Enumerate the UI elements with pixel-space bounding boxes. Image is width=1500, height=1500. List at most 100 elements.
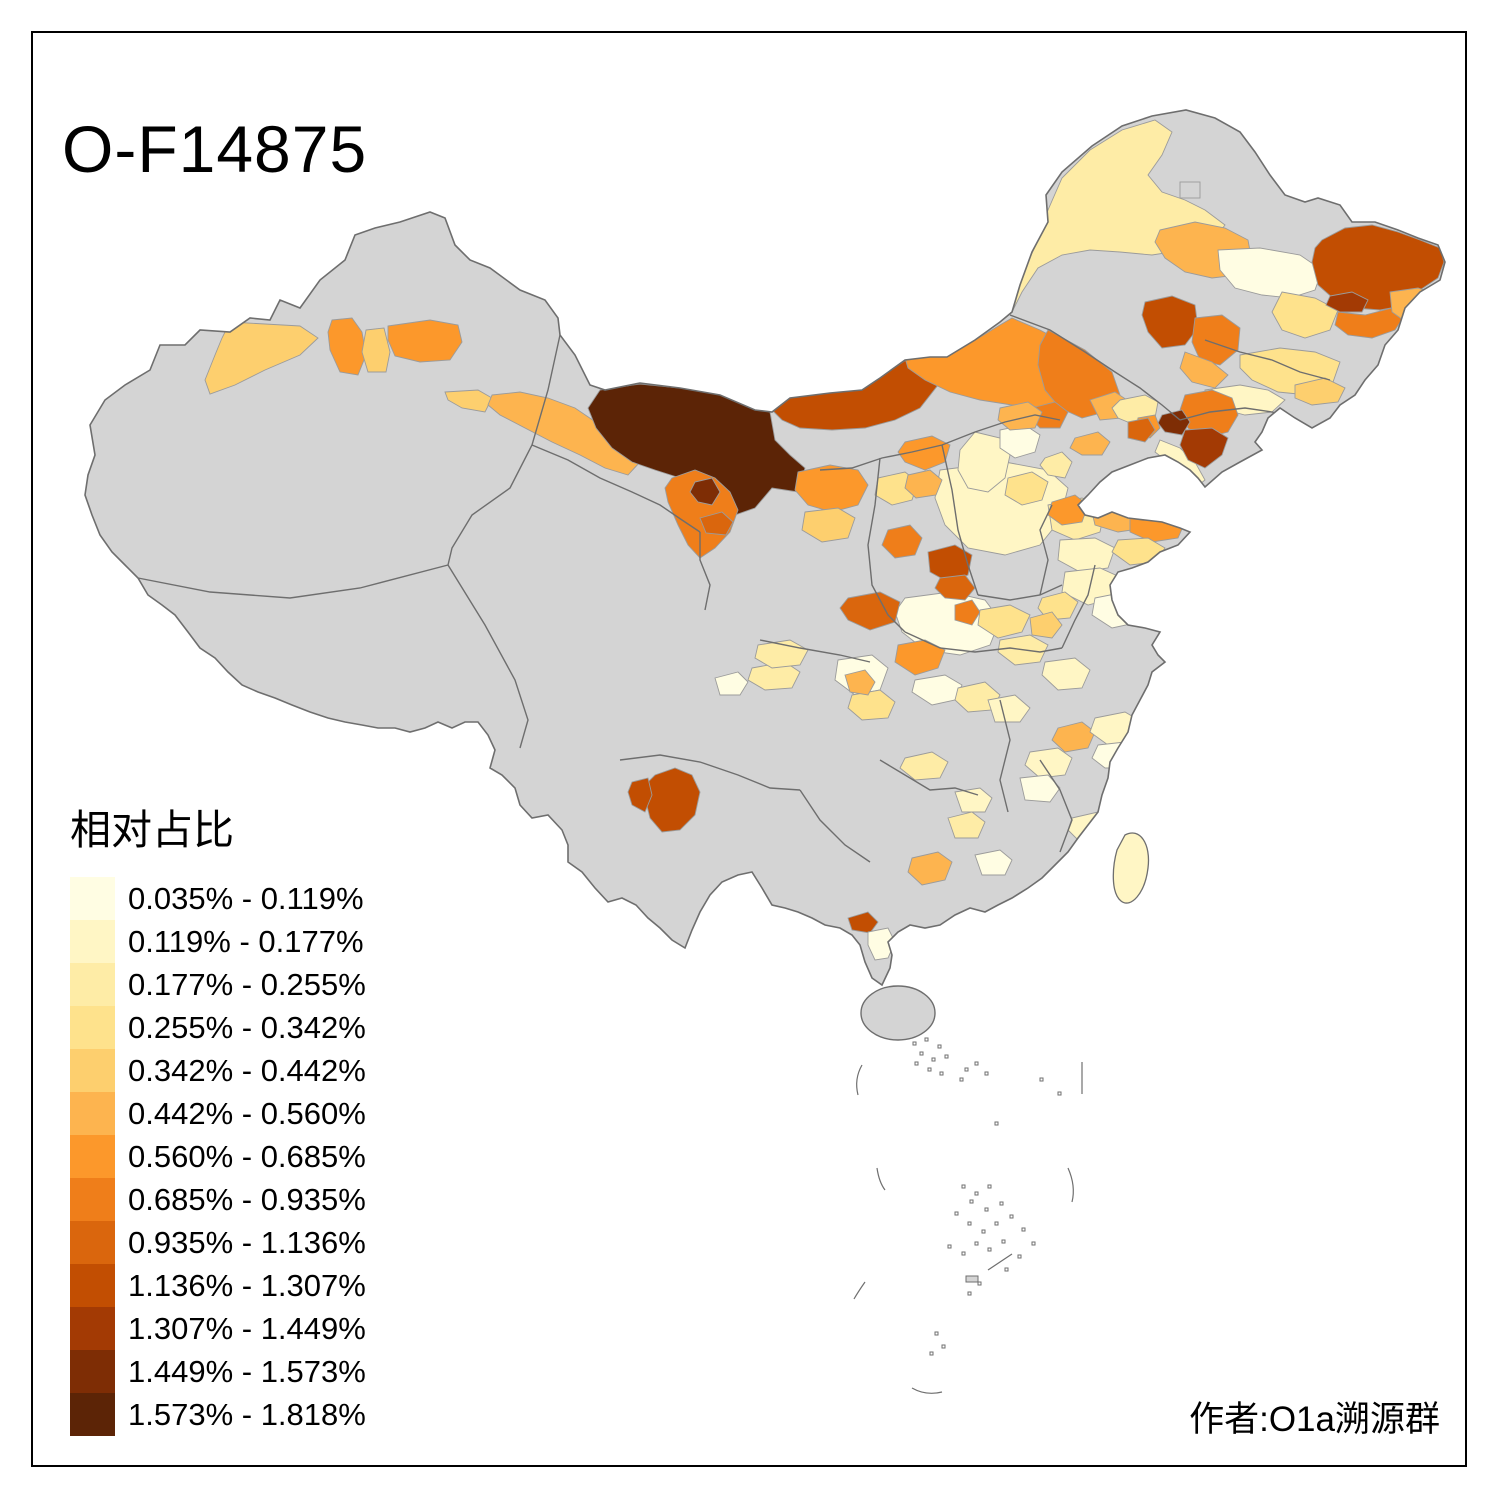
prefecture-region	[1041, 657, 1091, 691]
island-mark	[984, 1071, 989, 1076]
prefecture-region	[689, 477, 721, 506]
prefecture-region	[1069, 431, 1111, 456]
legend-label: 1.136% - 1.307%	[128, 1267, 366, 1303]
legend-swatch	[70, 920, 115, 964]
island-mark	[967, 1291, 972, 1296]
legend-item: 0.442% - 0.560%	[70, 1092, 366, 1136]
attribution-text: 作者:O1a溯源群	[1189, 1400, 1440, 1439]
prefecture-region	[954, 599, 981, 626]
prefecture-region	[897, 435, 951, 471]
province-border-line	[1039, 759, 1073, 853]
hainan-island	[860, 985, 936, 1041]
island-mark	[1057, 1091, 1062, 1096]
legend-label: 0.177% - 0.255%	[128, 966, 366, 1002]
legend-item: 0.119% - 0.177%	[70, 920, 366, 964]
prefecture-region	[1029, 611, 1063, 639]
legend-label: 0.035% - 0.119%	[128, 880, 364, 916]
prefecture-region	[204, 321, 319, 395]
legend-title: 相对占比	[70, 807, 234, 853]
legend-item: 1.136% - 1.307%	[70, 1264, 366, 1308]
prefecture-region	[1141, 295, 1199, 349]
legend-label: 0.442% - 0.560%	[128, 1095, 366, 1131]
prefecture-region	[1334, 307, 1406, 339]
island-mark	[941, 1344, 946, 1349]
prefecture-region	[327, 317, 367, 376]
province-border-line	[447, 334, 561, 566]
legend-item: 0.342% - 0.442%	[70, 1049, 366, 1093]
prefecture-region	[974, 849, 1013, 876]
island-mark	[987, 1247, 992, 1252]
province-border-line	[977, 584, 1063, 601]
legend-label: 0.935% - 1.136%	[128, 1224, 366, 1260]
prefecture-region	[1179, 181, 1201, 199]
legend-item: 1.307% - 1.449%	[70, 1307, 366, 1351]
province-border-line	[904, 631, 1063, 653]
prefecture-region	[801, 507, 856, 543]
island-mark	[947, 1244, 952, 1249]
prefecture-region	[907, 851, 953, 886]
province-border-line	[799, 789, 871, 863]
island-mark	[1067, 1167, 1074, 1203]
prefecture-region	[1179, 427, 1229, 469]
prefecture-region	[1004, 471, 1049, 506]
island-mark	[944, 1054, 949, 1059]
legend-label: 0.342% - 0.442%	[128, 1052, 366, 1088]
page-title: O-F14875	[62, 112, 368, 187]
legend-rows: 0.035% - 0.119% 0.119% - 0.177% 0.177% - 0…	[70, 877, 366, 1437]
island-mark	[994, 1121, 999, 1126]
island-mark	[999, 1201, 1004, 1206]
legend-swatch	[70, 1307, 115, 1351]
prefecture-region	[947, 811, 986, 839]
island-mark	[969, 1199, 974, 1204]
prefecture-region	[904, 469, 943, 499]
province-border-line	[1061, 564, 1096, 649]
island-mark	[965, 1275, 979, 1283]
prefecture-region	[627, 777, 653, 813]
legend-item: 0.560% - 0.685%	[70, 1135, 366, 1179]
prefecture-region	[899, 751, 949, 781]
province-border-line	[1039, 504, 1053, 596]
prefecture-region	[867, 927, 896, 961]
prefecture-region	[1047, 494, 1089, 526]
prefecture-region	[1271, 291, 1339, 339]
prefecture-region	[927, 544, 973, 583]
legend-item: 1.573% - 1.818%	[70, 1393, 366, 1437]
island-mark	[912, 1041, 917, 1046]
prefecture-region	[1024, 747, 1073, 779]
province-border-line	[759, 639, 871, 663]
legend-swatch	[70, 963, 115, 1007]
province-border-line	[699, 532, 711, 611]
island-mark	[937, 1044, 942, 1049]
prefecture-region	[487, 391, 641, 476]
legend-swatch	[70, 1006, 115, 1050]
island-mark	[984, 1207, 989, 1212]
legend-item: 0.035% - 0.119%	[70, 877, 366, 921]
prefecture-region	[894, 639, 946, 676]
prefecture-region	[1057, 537, 1116, 573]
prefecture-region	[387, 319, 463, 363]
province-border-line	[447, 564, 529, 749]
prefecture-region	[881, 524, 923, 559]
island-mark	[981, 1229, 986, 1234]
prefecture-region	[839, 591, 901, 631]
legend-swatch	[70, 1092, 115, 1136]
prefecture-region	[987, 694, 1031, 723]
legend-swatch	[70, 877, 115, 921]
legend-swatch	[70, 1221, 115, 1265]
island-mark	[1031, 1241, 1036, 1246]
island-mark	[919, 1051, 924, 1056]
legend-swatch	[70, 1178, 115, 1222]
prefecture-region	[1325, 291, 1369, 313]
prefecture-region	[1217, 247, 1323, 299]
prefecture-region	[361, 327, 391, 373]
prefecture-region	[1179, 351, 1229, 389]
prefecture-region	[1039, 451, 1073, 479]
legend-item: 0.935% - 1.136%	[70, 1221, 366, 1265]
province-border-line	[941, 444, 979, 596]
legend-label: 0.685% - 0.935%	[128, 1181, 366, 1217]
island-mark	[876, 1167, 886, 1191]
island-mark	[967, 1221, 972, 1226]
island-mark	[977, 1281, 982, 1286]
prefecture-region	[1051, 721, 1096, 753]
